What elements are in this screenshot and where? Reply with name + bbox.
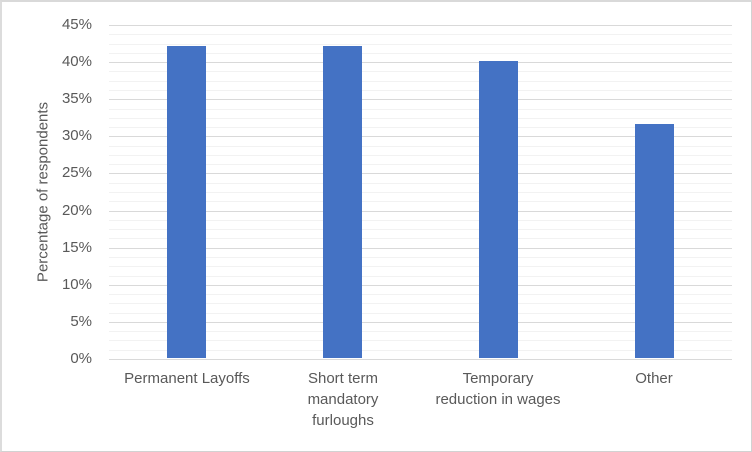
gridline-minor	[109, 44, 732, 45]
y-tick-label-30pct: 30%	[61, 127, 92, 144]
bar-permanent-layoffs	[167, 46, 206, 358]
x-tick-label-short-term-mandatory-furloughs: Short term mandatory furloughs	[258, 368, 428, 431]
y-tick-label-35pct: 35%	[61, 90, 92, 107]
y-tick-label-10pct: 10%	[61, 276, 92, 293]
gridline-minor	[109, 276, 732, 277]
gridline-minor	[109, 201, 732, 202]
gridline-major	[109, 248, 732, 249]
x-tick-label-permanent-layoffs: Permanent Layoffs	[102, 368, 272, 389]
x-tick-label-temporary-reduction-in-wages: Temporary reduction in wages	[413, 368, 583, 410]
gridline-minor	[109, 350, 732, 351]
gridline-minor	[109, 34, 732, 35]
gridline-major	[109, 136, 732, 137]
gridline-major	[109, 62, 732, 63]
gridline-minor	[109, 81, 732, 82]
gridline-minor	[109, 229, 732, 230]
x-tick-label-line: furloughs	[312, 412, 374, 429]
bar-other	[635, 124, 674, 358]
x-tick-label-line: Permanent Layoffs	[124, 370, 250, 387]
gridline-minor	[109, 340, 732, 341]
gridline-major	[109, 211, 732, 212]
gridline-minor	[109, 238, 732, 239]
y-tick-label-0pct: 0%	[70, 350, 92, 367]
gridline-minor	[109, 331, 732, 332]
gridline-minor	[109, 313, 732, 314]
x-axis-line	[109, 359, 732, 360]
bar-temporary-reduction-in-wages	[479, 61, 518, 358]
gridline-minor	[109, 303, 732, 304]
x-tick-label-line: mandatory	[307, 391, 379, 408]
gridline-minor	[109, 183, 732, 184]
gridline-minor	[109, 257, 732, 258]
y-tick-label-5pct: 5%	[70, 313, 92, 330]
bar-short-term-mandatory-furloughs	[323, 46, 362, 358]
gridline-minor	[109, 53, 732, 54]
gridline-major	[109, 25, 732, 26]
y-tick-label-40pct: 40%	[61, 53, 92, 70]
gridline-minor	[109, 118, 732, 119]
x-tick-label-other: Other	[569, 368, 739, 389]
gridline-minor	[109, 266, 732, 267]
plot-area	[109, 25, 732, 360]
gridline-minor	[109, 155, 732, 156]
x-tick-label-line: Temporary	[462, 370, 534, 387]
gridline-major	[109, 285, 732, 286]
x-tick-label-line: reduction in wages	[435, 391, 561, 408]
gridline-minor	[109, 220, 732, 221]
gridline-major	[109, 99, 732, 100]
y-tick-label-45pct: 45%	[61, 16, 92, 33]
y-tick-label-25pct: 25%	[61, 164, 92, 181]
gridline-minor	[109, 294, 732, 295]
x-tick-label-line: Short term	[307, 370, 379, 387]
y-tick-label-20pct: 20%	[61, 202, 92, 219]
gridline-minor	[109, 109, 732, 110]
gridline-minor	[109, 90, 732, 91]
gridline-major	[109, 173, 732, 174]
x-tick-label-line: Other	[635, 370, 673, 387]
gridline-major	[109, 322, 732, 323]
gridline-minor	[109, 127, 732, 128]
y-tick-label-15pct: 15%	[61, 239, 92, 256]
gridline-minor	[109, 192, 732, 193]
gridline-minor	[109, 146, 732, 147]
gridline-minor	[109, 71, 732, 72]
gridline-minor	[109, 164, 732, 165]
